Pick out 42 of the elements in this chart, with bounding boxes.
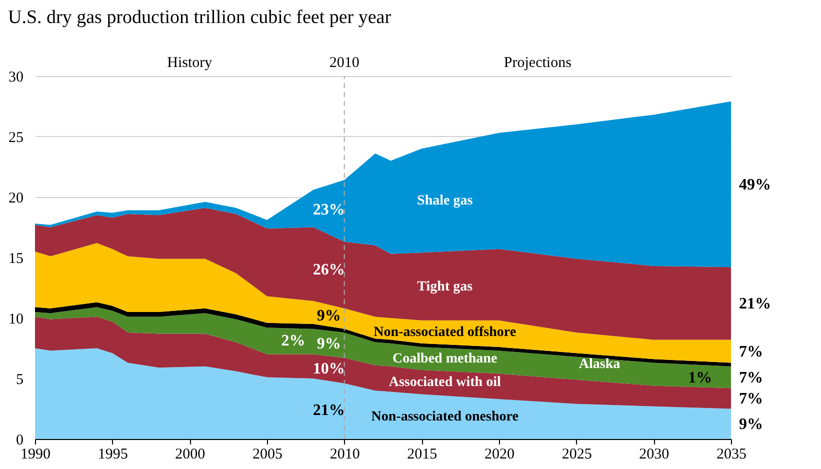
- annotation: 9%: [316, 308, 341, 325]
- series-label: Tight gas: [417, 280, 474, 295]
- x-tick-label: 1990: [20, 446, 50, 462]
- text: 7%: [739, 343, 763, 360]
- annotation: 1%: [688, 369, 712, 386]
- text: Projections: [504, 55, 572, 71]
- x-tick-label: 2020: [484, 446, 514, 462]
- x-tick-label: 2005: [252, 446, 282, 462]
- text: 21%: [739, 295, 771, 312]
- y-tick-label: 10: [8, 312, 24, 328]
- ref-line-label: 2010: [329, 55, 360, 71]
- chart-title: U.S. dry gas production trillion cubic feet per year: [8, 7, 392, 28]
- series-label: Non-associated oneshore: [371, 410, 518, 425]
- text: 7%: [739, 369, 763, 386]
- annotation: 9%: [316, 335, 341, 352]
- x-tick-label: 2010: [330, 446, 360, 462]
- annotation: 26%: [312, 262, 345, 279]
- y-tick-label: 5: [16, 372, 24, 388]
- text: 49%: [739, 176, 771, 194]
- x-tick-label: 2025: [562, 446, 592, 462]
- y-tick-label: 15: [8, 251, 24, 267]
- y-tick-label: 0: [16, 432, 24, 448]
- text: 9%: [739, 416, 763, 433]
- annotation: 10%: [312, 360, 345, 378]
- series-label: Associated with oil: [388, 375, 501, 390]
- series-label: Shale gas: [417, 194, 474, 209]
- annotation: 2%: [281, 332, 306, 350]
- x-tick-label: 2015: [407, 446, 438, 462]
- x-tick-label: 1995: [98, 446, 128, 462]
- annotation: 23%: [312, 202, 345, 219]
- y-tick-label: 25: [8, 130, 24, 146]
- x-tick-label: 2035: [716, 446, 746, 462]
- series-label: Alaska: [578, 356, 620, 372]
- text: 7%: [739, 390, 763, 408]
- text: History: [167, 55, 213, 71]
- series-label: Non-associated offshore: [374, 324, 516, 340]
- y-tick-label: 20: [8, 190, 24, 206]
- x-tick-label: 2030: [639, 446, 670, 462]
- series-label: Coalbed methane: [392, 352, 498, 367]
- annotation: 21%: [312, 402, 345, 419]
- y-tick-label: 30: [8, 70, 24, 86]
- x-tick-label: 2000: [175, 446, 206, 462]
